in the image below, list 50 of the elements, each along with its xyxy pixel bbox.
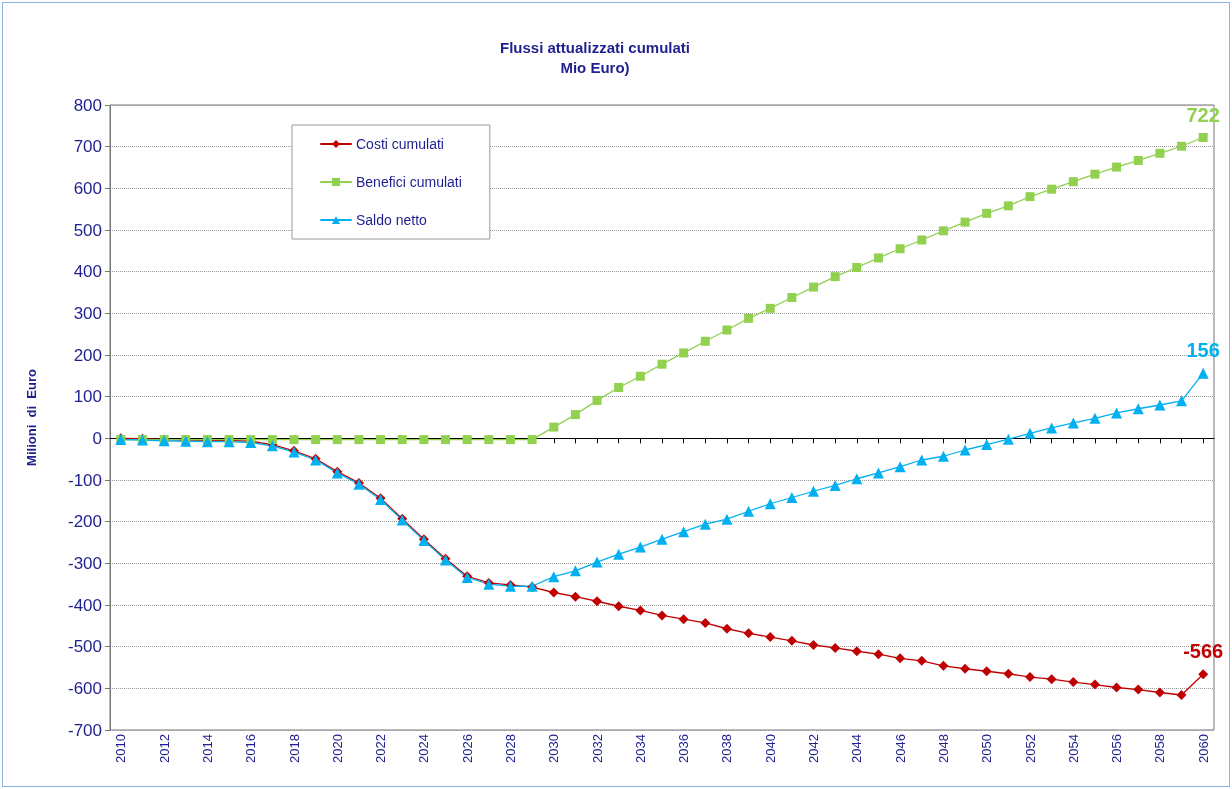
legend-label: Costi cumulati [356,136,444,152]
y-tick-label: -700 [67,720,102,740]
x-tick-label: 2048 [935,734,951,763]
y-tick-label: 200 [73,345,102,365]
x-tick-label: 2042 [806,734,822,763]
x-tick-label: 2034 [632,734,648,763]
x-tick-label: 2022 [373,734,389,763]
x-tick-label: 2036 [676,734,692,763]
x-tick-label: 2012 [156,734,172,763]
x-tick-label: 2038 [719,734,735,763]
data-label: -566 [1183,640,1224,663]
y-tick-label: -300 [67,553,102,573]
x-tick-label: 2030 [546,734,562,763]
y-tick-label: 800 [73,95,102,115]
y-tick-label: 600 [73,178,102,198]
y-axis-title: Milioni di Euro [24,369,39,466]
x-tick-label: 2044 [849,734,865,763]
x-tick-label: 2056 [1109,734,1125,763]
y-tick-label: -200 [67,512,102,532]
x-tick-label: 2014 [199,734,215,763]
x-tick-label: 2024 [416,734,432,763]
legend-label: Saldo netto [356,212,428,228]
chart-title: Flussi attualizzati cumulati Mio Euro) [499,38,691,76]
y-tick-label: 500 [73,220,102,240]
x-tick-label: 2032 [589,734,605,763]
x-tick-label: 2046 [892,734,908,763]
x-tick-label: 2020 [329,734,345,763]
data-label: 722 [1186,104,1220,126]
y-tick-label: -100 [67,470,102,490]
x-tick-label: 2016 [243,734,259,763]
x-tick-label: 2040 [762,734,778,763]
x-tick-label: 2050 [979,734,995,763]
x-tick-label: 2054 [1065,734,1081,763]
y-tick-label: -600 [67,678,102,698]
y-tick-label: 700 [73,137,102,157]
x-tick-label: 2018 [286,734,302,763]
x-tick-label: 2060 [1195,734,1211,763]
x-tick-label: 2058 [1152,734,1168,763]
x-tick-label: 2052 [1022,734,1038,763]
data-label: 156 [1186,338,1220,361]
legend-label: Benefici cumulati [356,174,462,190]
y-tick-label: -400 [67,595,102,615]
x-tick-label: 2026 [459,734,475,763]
y-tick-label: 100 [73,387,102,407]
y-tick-label: 400 [73,262,102,282]
x-tick-label: 2010 [113,734,129,763]
y-tick-label: -500 [67,637,102,657]
y-tick-label: 0 [92,428,102,448]
x-tick-label: 2028 [502,734,518,763]
y-tick-label: 300 [73,303,102,323]
